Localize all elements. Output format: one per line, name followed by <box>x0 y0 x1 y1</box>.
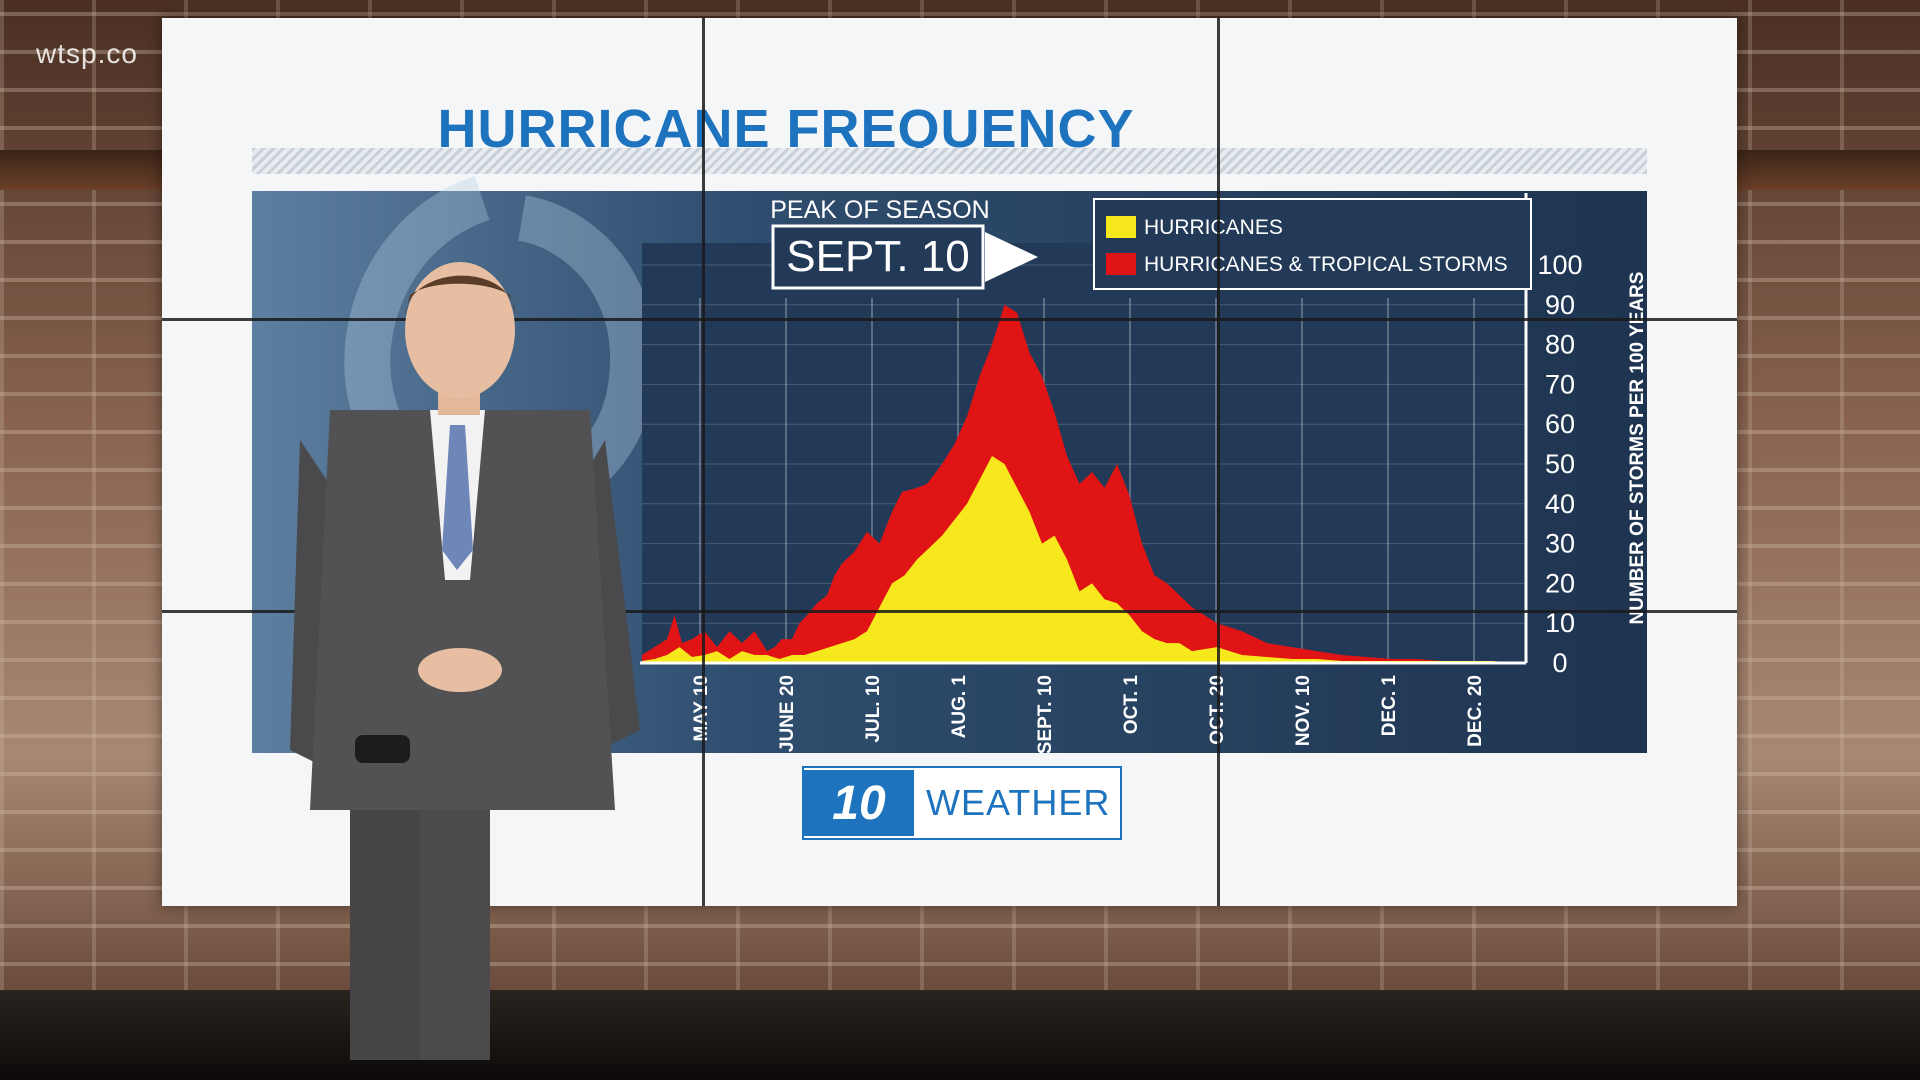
legend-label-hurricanes-tropical-storms: HURRICANES & TROPICAL STORMS <box>1144 253 1508 276</box>
peak-annotation-label: PEAK OF SEASON <box>770 196 990 224</box>
x-tick-label: MAY 10 <box>691 675 712 742</box>
studio-floor <box>0 990 1920 1080</box>
station-logo: 10 WEATHER <box>802 766 1122 840</box>
title-underline-hatch <box>252 148 1647 174</box>
y-tick-label: 90 <box>1545 290 1575 320</box>
peak-annotation-value: SEPT. 10 <box>786 232 969 281</box>
y-tick-label: 70 <box>1545 369 1575 399</box>
y-tick-label: 0 <box>1552 648 1567 678</box>
series-area-hurricanes <box>642 456 1517 663</box>
y-tick-label: 10 <box>1545 608 1575 638</box>
x-tick-label: DEC. 20 <box>1465 675 1486 747</box>
peak-arrow-icon <box>985 232 1038 282</box>
legend-swatch-hurricanes <box>1106 216 1136 238</box>
legend-swatch-hurricanes-tropical-storms <box>1106 253 1136 275</box>
series-area-hurricanes-tropical-storms <box>642 304 1517 663</box>
x-tick-label: JUNE 20 <box>777 675 798 752</box>
y-axis-label: NUMBER OF STORMS PER 100 YEARS <box>1627 272 1648 625</box>
screen-seam-v1 <box>702 18 705 906</box>
y-tick-label: 80 <box>1545 330 1575 360</box>
chart-legend <box>1093 198 1532 290</box>
y-tick-label: 100 <box>1537 250 1582 280</box>
channel-10-logo-icon: 10 <box>804 770 914 836</box>
screen-seam-h2 <box>162 610 1737 613</box>
x-tick-label: JUL. 10 <box>863 675 884 743</box>
screen-seam-h1 <box>162 318 1737 321</box>
peak-annotation-box <box>771 224 985 290</box>
y-tick-label: 40 <box>1545 489 1575 519</box>
x-tick-label: NOV. 10 <box>1293 675 1314 746</box>
meteorologist-presenter <box>290 262 640 1060</box>
x-tick-label: DEC. 1 <box>1379 675 1400 737</box>
x-tick-label: OCT. 1 <box>1121 675 1142 735</box>
y-tick-label: 20 <box>1545 568 1575 598</box>
x-tick-label: AUG. 1 <box>949 675 970 739</box>
logo-text: WEATHER <box>926 782 1111 823</box>
legend-label-hurricanes: HURRICANES <box>1144 216 1283 239</box>
y-tick-label: 60 <box>1545 409 1575 439</box>
y-tick-label: 30 <box>1545 529 1575 559</box>
y-tick-label: 50 <box>1545 449 1575 479</box>
screen-seam-v2 <box>1217 18 1220 906</box>
station-watermark: wtsp.co <box>36 38 138 69</box>
x-tick-label: SEPT. 10 <box>1035 675 1056 754</box>
